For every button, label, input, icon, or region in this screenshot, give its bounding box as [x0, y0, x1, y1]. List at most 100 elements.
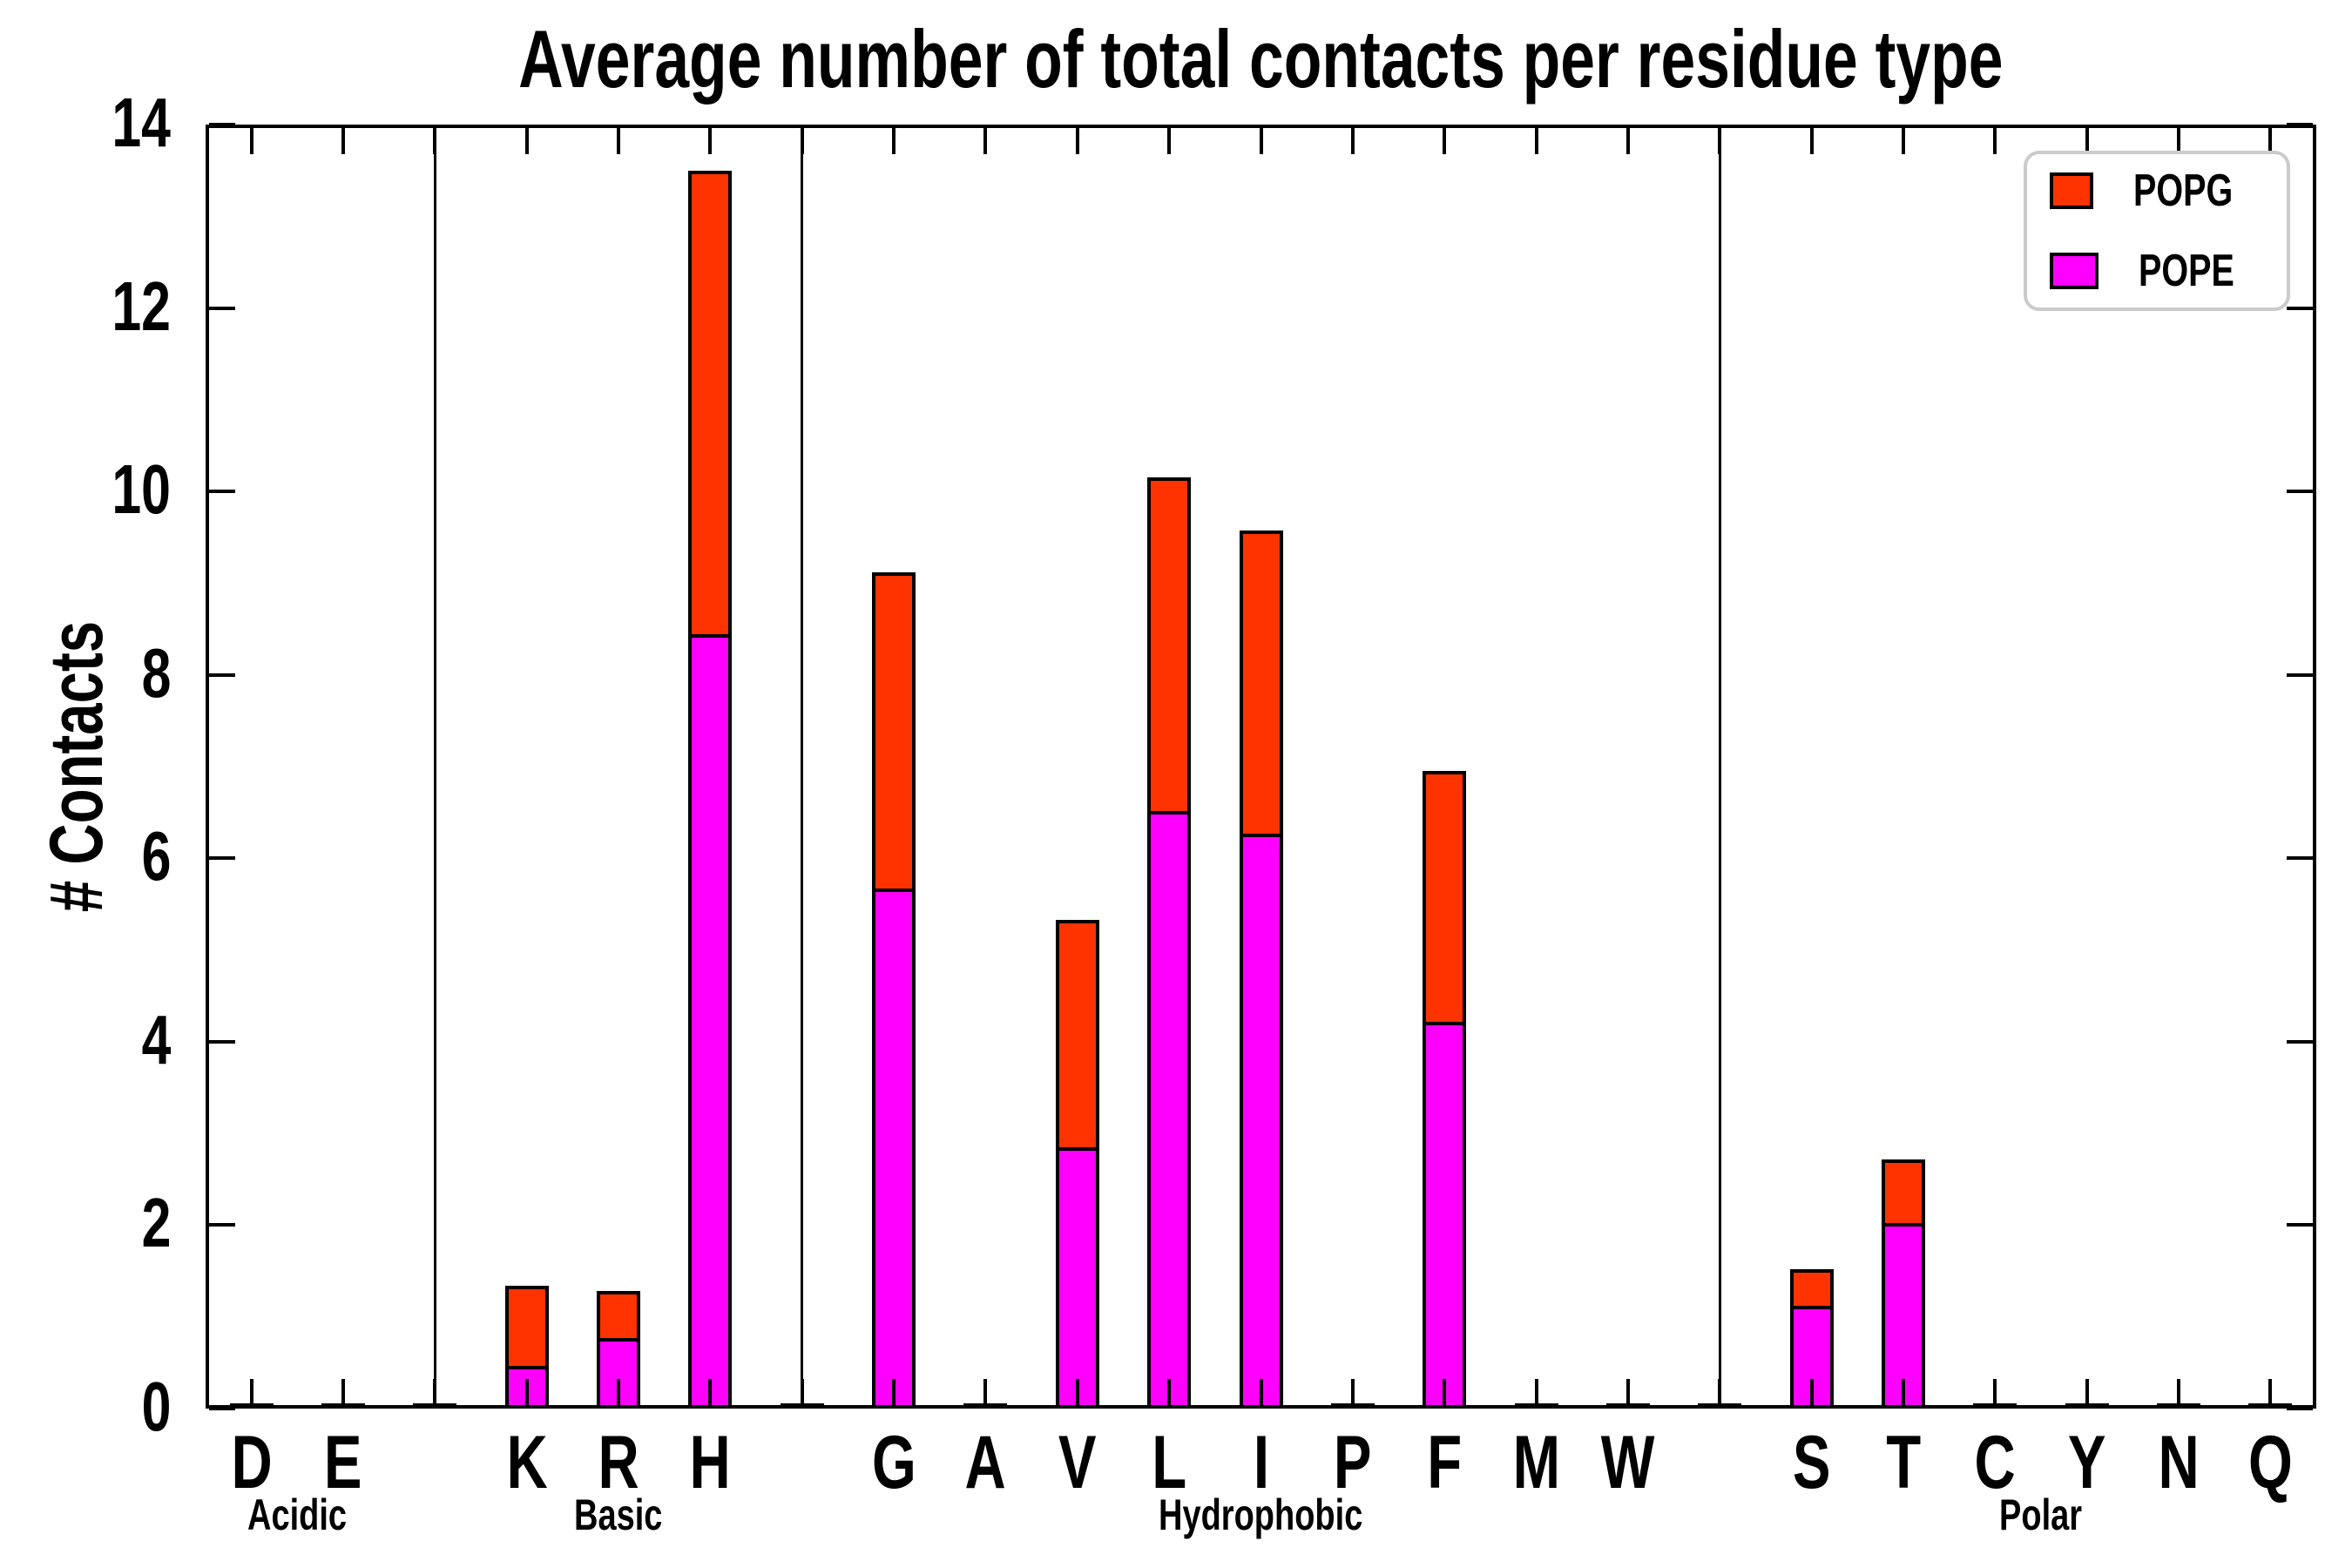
chart-title: Average number of total contacts per res… [206, 16, 2316, 103]
group-label-text: Basic [574, 1490, 663, 1539]
x-tick-label-text: V [1058, 1421, 1097, 1504]
legend-swatch-pope [2050, 253, 2099, 289]
x-tick-label-G: G [841, 1423, 946, 1502]
bar-segment-T-POPG [1881, 1159, 1925, 1227]
y-tick-left [209, 1407, 235, 1410]
y-tick-label: 6 [40, 821, 171, 891]
x-tick-top [1993, 128, 1997, 154]
bar-segment-S-POPG [1789, 1268, 1834, 1310]
x-tick-label-V: V [1025, 1423, 1130, 1502]
y-tick-label: 8 [40, 633, 171, 712]
x-tick-bottom [617, 1379, 621, 1405]
x-tick-bottom [249, 1379, 253, 1405]
y-tick-left [209, 1223, 235, 1227]
bar-segment-G-POPG [872, 571, 916, 893]
bar-segment-T-POPE [1881, 1223, 1925, 1409]
bar-sliver-C [1973, 1403, 2017, 1409]
y-tick-label: 12 [40, 267, 171, 345]
x-tick-top [2268, 128, 2273, 154]
y-tick-right [2287, 1223, 2313, 1227]
baseline-sliver [780, 1403, 824, 1409]
bar-sliver-Q [2248, 1403, 2293, 1409]
x-tick-bottom [1718, 1379, 1722, 1405]
x-tick-bottom [708, 1379, 713, 1405]
x-tick-label-text: G [871, 1421, 916, 1504]
x-tick-top [617, 128, 621, 154]
x-tick-bottom [1993, 1379, 1997, 1405]
x-tick-bottom [524, 1379, 529, 1405]
group-label-text: Hydrophobic [1159, 1490, 1363, 1539]
x-tick-bottom [1625, 1379, 1630, 1405]
x-tick-top [433, 128, 437, 154]
x-tick-label-F: F [1392, 1423, 1497, 1502]
group-label-basic: Basic [357, 1491, 880, 1538]
y-tick-label-text: 14 [112, 84, 171, 161]
group-label-text: Polar [1999, 1490, 2083, 1539]
x-tick-label-text: K [506, 1421, 548, 1504]
x-tick-bottom [1443, 1379, 1447, 1405]
x-tick-label-text: S [1792, 1421, 1831, 1504]
bar-sliver-E [321, 1403, 366, 1409]
x-tick-bottom [1534, 1379, 1538, 1405]
bar-sliver-P [1330, 1403, 1375, 1409]
x-tick-label-W: W [1576, 1423, 1680, 1502]
x-tick-top [341, 128, 346, 154]
y-tick-left [209, 490, 235, 494]
chart-title-text: Average number of total contacts per res… [518, 13, 2004, 105]
x-tick-label-text: H [689, 1421, 731, 1504]
x-tick-label-P: P [1301, 1423, 1405, 1502]
x-tick-label-text: Y [2067, 1421, 2106, 1504]
x-tick-label-text: C [1974, 1421, 2016, 1504]
x-tick-top [2176, 128, 2180, 154]
x-tick-top [1625, 128, 1630, 154]
y-tick-right [2287, 1039, 2313, 1044]
x-tick-top [708, 128, 713, 154]
x-tick-label-S: S [1760, 1423, 1864, 1502]
x-tick-label-I: I [1209, 1423, 1314, 1502]
x-tick-label-M: M [1484, 1423, 1589, 1502]
bar-segment-L-POPG [1147, 477, 1192, 814]
x-tick-label-A: A [933, 1423, 1037, 1502]
y-tick-label-text: 12 [112, 267, 171, 345]
bar-sliver-W [1605, 1403, 1650, 1409]
group-divider [1718, 125, 1721, 1409]
bar-segment-V-POPG [1055, 919, 1099, 1151]
x-tick-label-Y: Y [2035, 1423, 2139, 1502]
y-tick-label: 10 [40, 455, 171, 524]
group-label-polar: Polar [1780, 1491, 2302, 1538]
x-tick-top [1809, 128, 1814, 154]
bar-sliver-D [229, 1403, 274, 1409]
group-divider [433, 125, 436, 1409]
bar-sliver-Y [2065, 1403, 2109, 1409]
y-tick-label: 2 [40, 1188, 171, 1258]
bar-segment-L-POPE [1147, 810, 1192, 1409]
x-tick-label-text: R [598, 1421, 639, 1504]
x-tick-label-H: H [658, 1423, 762, 1502]
x-tick-label-text: P [1334, 1421, 1372, 1504]
legend-swatch-popg [2050, 172, 2093, 209]
bar-segment-I-POPE [1239, 833, 1283, 1409]
group-label-acidic: Acidic [36, 1491, 558, 1538]
y-tick-label-text: 8 [141, 633, 171, 712]
legend-label-pope: POPE [2138, 246, 2234, 296]
y-tick-label-text: 10 [112, 450, 171, 529]
group-divider [801, 125, 804, 1409]
y-tick-left [209, 1039, 235, 1044]
bar-segment-I-POPG [1239, 531, 1283, 837]
legend-row-popg: POPG [2050, 168, 2264, 213]
x-tick-bottom [1350, 1379, 1355, 1405]
bar-segment-H-POPG [688, 170, 733, 639]
x-tick-bottom [1259, 1379, 1263, 1405]
legend-label-popg: POPG [2132, 166, 2233, 216]
y-tick-left [209, 856, 235, 861]
x-tick-label-text: M [1512, 1421, 1560, 1504]
y-tick-label-text: 2 [141, 1184, 171, 1262]
group-label-hydrophobic: Hydrophobic [1000, 1491, 1523, 1538]
x-tick-label-text: L [1152, 1421, 1187, 1504]
x-tick-top [892, 128, 896, 154]
x-tick-bottom [2268, 1379, 2273, 1405]
y-tick-right [2287, 856, 2313, 861]
x-tick-top [2085, 128, 2089, 154]
x-tick-label-R: R [566, 1423, 671, 1502]
